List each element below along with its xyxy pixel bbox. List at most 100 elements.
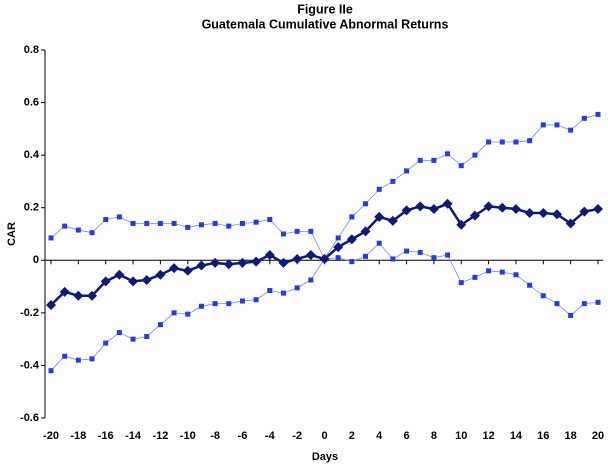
marker xyxy=(103,217,109,223)
marker xyxy=(387,215,398,226)
series-line xyxy=(50,114,599,260)
marker xyxy=(141,275,152,285)
marker xyxy=(237,257,248,268)
marker xyxy=(46,299,56,310)
marker xyxy=(62,223,68,229)
x-tick-label: 0 xyxy=(321,430,327,442)
marker xyxy=(185,311,191,317)
marker xyxy=(198,303,204,309)
marker xyxy=(499,139,505,145)
marker xyxy=(182,265,193,276)
marker xyxy=(264,250,275,261)
marker xyxy=(565,218,576,229)
marker xyxy=(486,268,492,274)
marker xyxy=(75,227,81,233)
marker xyxy=(48,235,54,241)
x-tick-label: 2 xyxy=(349,430,355,442)
marker xyxy=(499,269,505,275)
marker xyxy=(431,157,437,163)
marker xyxy=(308,277,314,283)
marker xyxy=(349,214,355,220)
marker xyxy=(579,206,590,217)
marker xyxy=(267,217,273,223)
marker xyxy=(417,249,423,255)
y-tick-label: 0.8 xyxy=(24,44,39,56)
marker xyxy=(87,290,98,301)
x-tick-label: -14 xyxy=(125,430,142,442)
marker xyxy=(445,151,451,157)
marker xyxy=(333,242,344,253)
marker xyxy=(431,255,437,261)
marker xyxy=(278,257,289,268)
marker xyxy=(130,336,136,342)
marker xyxy=(226,301,232,307)
x-tick-label: 18 xyxy=(565,430,577,442)
marker xyxy=(48,368,54,374)
x-tick-label: 20 xyxy=(592,430,604,442)
x-tick-label: -10 xyxy=(180,430,196,442)
marker xyxy=(114,269,125,280)
marker xyxy=(404,168,410,174)
marker xyxy=(116,214,122,220)
x-tick-label: 6 xyxy=(403,430,409,442)
x-tick-label: -12 xyxy=(152,430,168,442)
marker xyxy=(524,207,535,218)
marker xyxy=(376,186,382,192)
marker xyxy=(417,157,423,163)
marker xyxy=(540,293,546,299)
x-tick-label: -4 xyxy=(265,430,276,442)
marker xyxy=(376,240,382,246)
marker xyxy=(510,204,521,215)
marker xyxy=(171,310,177,316)
marker xyxy=(346,234,357,245)
marker xyxy=(360,226,371,237)
y-tick-label: 0.4 xyxy=(24,149,40,161)
y-tick-label: 0 xyxy=(33,254,39,266)
x-tick-label: 10 xyxy=(455,430,467,442)
marker xyxy=(568,312,574,318)
marker xyxy=(349,259,355,265)
marker xyxy=(226,223,232,229)
marker xyxy=(100,276,111,287)
y-tick-label: -0.4 xyxy=(20,359,40,371)
x-tick-label: -16 xyxy=(98,430,114,442)
marker xyxy=(59,286,70,297)
marker xyxy=(294,285,300,291)
marker xyxy=(458,280,464,286)
marker xyxy=(239,298,245,304)
marker xyxy=(251,256,262,267)
marker xyxy=(469,210,480,221)
x-tick-label: -2 xyxy=(292,430,302,442)
marker xyxy=(568,127,574,133)
marker xyxy=(458,163,464,169)
x-tick-label: -20 xyxy=(43,430,59,442)
marker xyxy=(527,282,533,288)
chart-title: Figure IIe xyxy=(297,2,353,16)
marker xyxy=(144,334,150,340)
marker xyxy=(404,248,410,254)
marker xyxy=(253,219,259,225)
marker xyxy=(253,297,259,303)
marker xyxy=(335,255,341,261)
marker xyxy=(103,340,109,346)
y-tick-label: -0.6 xyxy=(20,412,39,424)
marker xyxy=(280,231,286,237)
marker xyxy=(294,228,300,234)
marker xyxy=(593,204,603,215)
marker xyxy=(390,178,396,184)
marker xyxy=(292,253,303,264)
marker xyxy=(428,204,439,215)
marker xyxy=(538,207,549,218)
x-tick-label: -18 xyxy=(70,430,86,442)
x-tick-label: 12 xyxy=(482,430,494,442)
marker xyxy=(595,299,601,305)
marker xyxy=(116,330,122,336)
marker xyxy=(554,301,560,307)
marker xyxy=(212,220,218,226)
marker xyxy=(595,111,601,117)
marker xyxy=(75,357,81,363)
marker xyxy=(171,220,177,226)
marker xyxy=(89,356,95,362)
marker xyxy=(144,220,150,226)
